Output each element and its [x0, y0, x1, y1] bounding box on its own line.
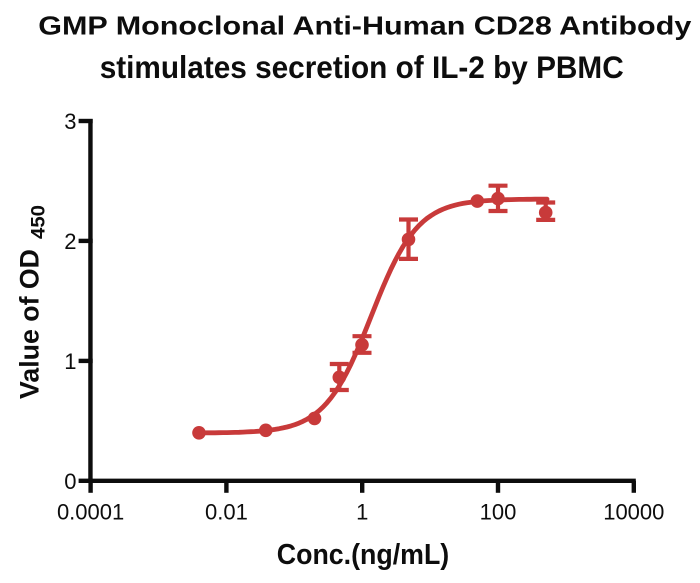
- svg-text:0: 0: [64, 469, 76, 494]
- svg-text:450: 450: [29, 205, 50, 239]
- svg-text:100: 100: [480, 499, 517, 524]
- svg-text:stimulates secretion of IL-2 b: stimulates secretion of IL-2 by PBMC: [100, 49, 624, 85]
- svg-text:10000: 10000: [603, 499, 664, 524]
- svg-text:0.0001: 0.0001: [57, 499, 124, 524]
- svg-text:2: 2: [64, 229, 76, 254]
- svg-text:Conc.(ng/mL): Conc.(ng/mL): [277, 539, 449, 571]
- svg-text:3: 3: [64, 109, 76, 134]
- svg-text:0.01: 0.01: [205, 499, 248, 524]
- svg-text:1: 1: [356, 499, 368, 524]
- svg-text:1: 1: [64, 349, 76, 374]
- svg-text:Value of OD: Value of OD: [15, 249, 45, 399]
- svg-text:GMP Monoclonal Anti-Human CD28: GMP Monoclonal Anti-Human CD28 Antibody: [38, 10, 692, 40]
